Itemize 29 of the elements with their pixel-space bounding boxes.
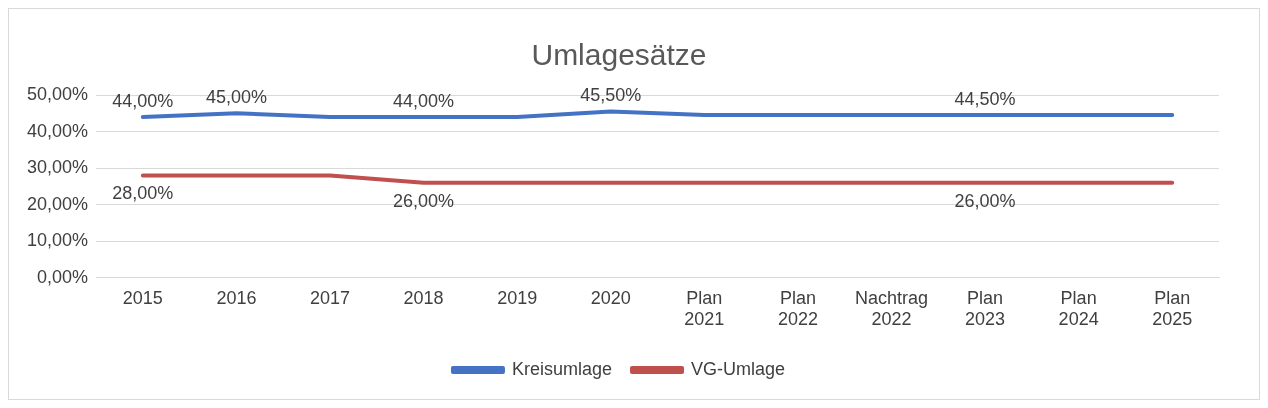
x-tick-label: Plan 2023 <box>965 287 1006 330</box>
legend-label: VG-Umlage <box>691 358 786 379</box>
y-tick-label: 20,00% <box>26 193 89 214</box>
x-tick-label: Plan 2022 <box>777 287 818 330</box>
chart-title: Umlagesätze <box>531 38 707 72</box>
x-tick-label: 2016 <box>216 287 257 308</box>
x-tick-label: 2015 <box>122 287 163 308</box>
data-label: 44,00% <box>393 90 455 111</box>
y-tick-label: 10,00% <box>26 230 89 251</box>
y-tick-label: 30,00% <box>26 157 89 178</box>
y-tick-label: 0,00% <box>37 266 89 287</box>
x-tick-label: Plan 2021 <box>684 287 725 330</box>
data-label: 26,00% <box>954 190 1016 211</box>
x-tick-label: Plan 2025 <box>1152 287 1193 330</box>
data-label: 28,00% <box>112 183 174 204</box>
data-label: 44,00% <box>112 90 174 111</box>
x-tick-label: 2017 <box>309 287 351 308</box>
x-tick-label: 2018 <box>403 287 444 308</box>
legend-label: Kreisumlage <box>511 358 613 379</box>
x-tick-label: 2019 <box>497 287 538 308</box>
x-tick-label: Plan 2024 <box>1058 287 1099 330</box>
y-tick-label: 40,00% <box>26 120 89 141</box>
data-label: 45,00% <box>205 87 267 108</box>
data-label: 45,50% <box>580 85 642 106</box>
x-tick-label: 2020 <box>590 287 631 308</box>
data-label: 44,50% <box>954 89 1016 110</box>
data-label: 26,00% <box>393 190 455 211</box>
x-tick-label: Nachtrag 2022 <box>854 287 928 330</box>
y-tick-label: 50,00% <box>26 83 89 104</box>
